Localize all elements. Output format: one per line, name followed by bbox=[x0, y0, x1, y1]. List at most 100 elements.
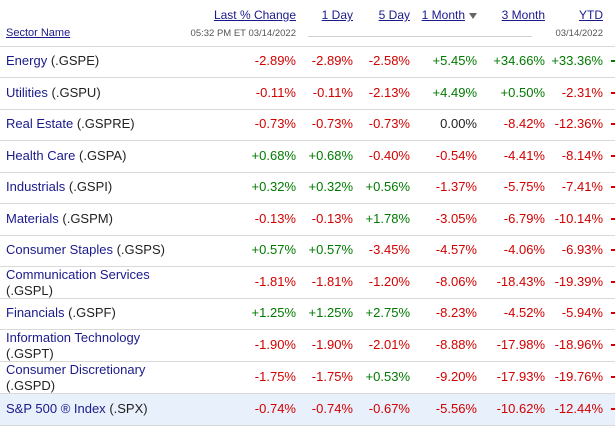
table-row: Consumer Discretionary (.GSPD) -1.75% -1.75… bbox=[0, 362, 615, 394]
table-row: Industrials (.GSPI) +0.32% +0.32% +0.56% -1.… bbox=[0, 172, 615, 204]
ytd-cell: -18.96% bbox=[554, 337, 603, 352]
table-row: Communication Services (.GSPL) -1.81% -1.81… bbox=[0, 267, 615, 299]
one-month-cell: -8.06% bbox=[435, 274, 477, 289]
five-day-cell: -0.67% bbox=[368, 401, 410, 416]
one-day-cell: +0.57% bbox=[308, 242, 353, 257]
truncated-column-edge bbox=[611, 186, 615, 188]
last-pct-change-cell: +0.68% bbox=[251, 148, 296, 163]
sector-ticker: (.GSPL) bbox=[6, 283, 53, 298]
one-month-cell: -3.05% bbox=[435, 211, 477, 226]
truncated-column-edge bbox=[611, 408, 615, 410]
truncated-column-edge bbox=[611, 344, 615, 346]
one-month-cell: -5.56% bbox=[435, 401, 477, 416]
five-day-cell: -2.13% bbox=[368, 85, 410, 100]
sort-1-day[interactable]: 1 Day bbox=[321, 8, 353, 22]
three-month-cell: -4.41% bbox=[503, 148, 545, 163]
one-day-cell: -1.90% bbox=[311, 337, 353, 352]
table-row: Materials (.GSPM) -0.13% -0.13% +1.78% -3.05… bbox=[0, 204, 615, 236]
sort-1-month[interactable]: 1 Month bbox=[422, 8, 477, 22]
one-day-cell: -2.89% bbox=[311, 53, 353, 68]
sector-link[interactable]: Financials (.GSPF) bbox=[6, 305, 196, 321]
ytd-cell: -8.14% bbox=[561, 148, 603, 163]
one-day-cell: +1.25% bbox=[308, 305, 353, 320]
sector-ticker: (.GSPE) bbox=[50, 53, 100, 68]
sector-link[interactable]: Real Estate (.GSPRE) bbox=[6, 116, 196, 132]
three-month-cell: +0.50% bbox=[500, 85, 545, 100]
one-day-cell: -0.11% bbox=[312, 85, 353, 100]
last-pct-change-cell: +0.57% bbox=[251, 242, 296, 257]
sector-link[interactable]: S&P 500 ® Index (.SPX) bbox=[6, 401, 196, 417]
last-pct-change-cell: -1.90% bbox=[254, 337, 296, 352]
last-pct-change-cell: -0.74% bbox=[254, 401, 296, 416]
sector-ticker: (.GSPS) bbox=[116, 242, 165, 257]
one-day-cell: -0.73% bbox=[311, 116, 353, 131]
three-month-cell: -4.52% bbox=[503, 305, 545, 320]
sector-link[interactable]: Consumer Staples (.GSPS) bbox=[6, 242, 196, 258]
ytd-cell: -10.14% bbox=[554, 211, 603, 226]
sector-link[interactable]: Information Technology (.GSPT) bbox=[6, 330, 196, 362]
sector-link[interactable]: Energy (.GSPE) bbox=[6, 53, 196, 69]
table-row: Real Estate (.GSPRE) -0.73% -0.73% -0.73% 0.… bbox=[0, 109, 615, 141]
sort-sector-name[interactable]: Sector Name bbox=[6, 27, 71, 39]
sector-name: Industrials bbox=[6, 179, 66, 194]
one-month-cell: -1.37% bbox=[435, 179, 477, 194]
sector-name: Materials bbox=[6, 211, 59, 226]
sector-ticker: (.SPX) bbox=[109, 401, 148, 416]
one-day-cell: -0.13% bbox=[311, 211, 353, 226]
last-pct-change-cell: -0.13% bbox=[254, 211, 296, 226]
table-row: Energy (.GSPE) -2.89% -2.89% -2.58% +5.45% +3… bbox=[0, 46, 615, 78]
one-day-cell: +0.32% bbox=[308, 179, 353, 194]
truncated-column-edge bbox=[611, 376, 615, 378]
sector-name: Information Technology bbox=[6, 330, 141, 345]
sector-name: Financials bbox=[6, 305, 65, 320]
five-day-cell: +2.75% bbox=[365, 305, 410, 320]
sector-link[interactable]: Utilities (.GSPU) bbox=[6, 85, 196, 101]
three-month-cell: -4.06% bbox=[503, 242, 545, 257]
one-month-cell: -4.57% bbox=[435, 242, 477, 257]
ytd-cell: -12.44% bbox=[554, 401, 603, 416]
five-day-cell: -0.73% bbox=[368, 116, 410, 131]
sector-name: Health Care bbox=[6, 148, 76, 163]
last-pct-change-cell: -0.11% bbox=[255, 85, 296, 100]
sector-link[interactable]: Industrials (.GSPI) bbox=[6, 179, 196, 195]
sector-name: Utilities bbox=[6, 85, 48, 100]
last-pct-change-cell: -0.73% bbox=[254, 116, 296, 131]
last-update-timestamp: 05:32 PM ET 03/14/2022 bbox=[190, 28, 296, 39]
truncated-column-edge bbox=[611, 249, 615, 251]
ytd-cell: -12.36% bbox=[554, 116, 603, 131]
truncated-column-edge bbox=[611, 155, 615, 157]
sector-link[interactable]: Communication Services (.GSPL) bbox=[6, 267, 196, 299]
one-day-cell: -0.74% bbox=[311, 401, 353, 416]
three-month-cell: -17.98% bbox=[496, 337, 545, 352]
sort-last-pct-change[interactable]: Last % Change bbox=[213, 8, 296, 22]
sort-3-month[interactable]: 3 Month bbox=[501, 8, 545, 22]
sector-name: Communication Services bbox=[6, 267, 150, 282]
one-month-cell: -9.20% bbox=[435, 369, 477, 384]
one-month-cell: -8.88% bbox=[435, 337, 477, 352]
three-month-cell: -18.43% bbox=[496, 274, 545, 289]
sector-ticker: (.GSPM) bbox=[62, 211, 113, 226]
sector-link[interactable]: Consumer Discretionary (.GSPD) bbox=[6, 362, 196, 394]
five-day-cell: -2.58% bbox=[368, 53, 410, 68]
sort-5-day[interactable]: 5 Day bbox=[378, 8, 410, 22]
table-header: Last % Change 1 Day 5 Day 1 Month 3 Mont… bbox=[0, 0, 615, 47]
sector-ticker: (.GSPD) bbox=[6, 378, 56, 393]
one-day-cell: -1.81% bbox=[311, 274, 353, 289]
three-month-cell: -5.75% bbox=[503, 179, 545, 194]
five-day-cell: -3.45% bbox=[368, 242, 410, 257]
sector-link[interactable]: Health Care (.GSPA) bbox=[6, 148, 196, 164]
sort-ytd[interactable]: YTD bbox=[579, 8, 603, 22]
one-day-cell: +0.68% bbox=[308, 148, 353, 163]
sector-ticker: (.GSPI) bbox=[68, 179, 113, 194]
sector-name: Consumer Discretionary bbox=[6, 362, 146, 377]
table-row: Financials (.GSPF) +1.25% +1.25% +2.75% -8.2… bbox=[0, 298, 615, 330]
three-month-cell: -6.79% bbox=[503, 211, 545, 226]
last-pct-change-cell: -1.75% bbox=[254, 369, 296, 384]
last-pct-change-cell: +0.32% bbox=[251, 179, 296, 194]
five-day-cell: +0.53% bbox=[365, 369, 410, 384]
sector-link[interactable]: Materials (.GSPM) bbox=[6, 211, 196, 227]
sector-name: S&P 500 ® Index bbox=[6, 401, 106, 416]
truncated-column-edge bbox=[611, 218, 615, 220]
five-day-cell: -1.20% bbox=[368, 274, 410, 289]
ytd-cell: -6.93% bbox=[561, 242, 603, 257]
